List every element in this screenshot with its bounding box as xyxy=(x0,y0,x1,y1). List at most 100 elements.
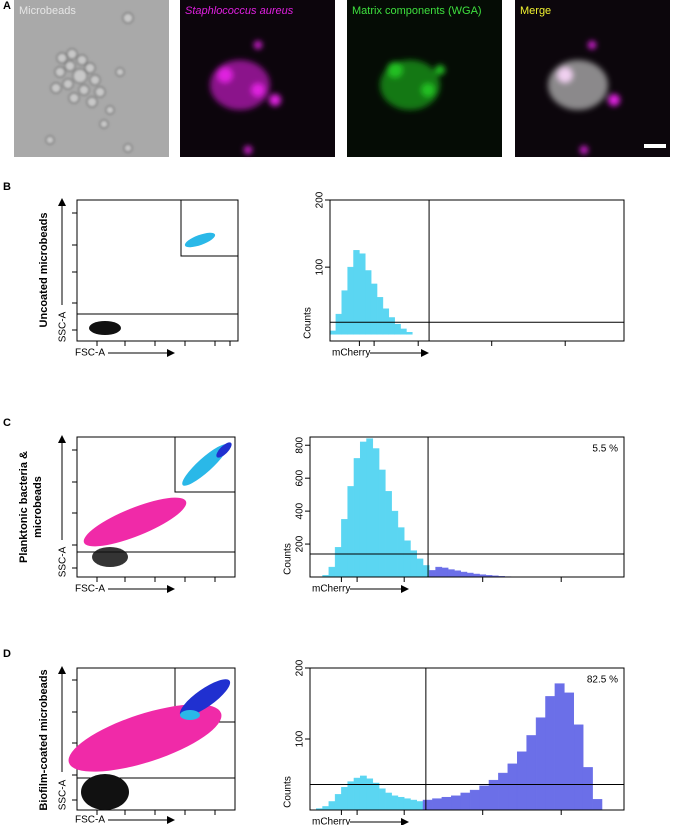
histogram-bar xyxy=(498,772,509,811)
histogram-bar xyxy=(378,788,386,811)
histogram-bar xyxy=(394,323,401,335)
histogram-bar xyxy=(435,566,443,578)
plot-frame xyxy=(329,199,625,342)
histogram-bar xyxy=(329,330,337,335)
y-tick-label: 200 xyxy=(295,659,306,676)
histogram-bar xyxy=(507,763,518,811)
histogram-bar xyxy=(365,270,372,335)
histogram-bar xyxy=(376,297,384,335)
y-tick-label: 400 xyxy=(295,502,306,519)
x-axis-label: mCherry xyxy=(312,817,350,825)
histogram-bar xyxy=(391,510,399,578)
panel-label: B xyxy=(3,181,11,193)
panel-label: A xyxy=(3,0,11,12)
histogram-bar xyxy=(347,781,355,811)
histogram-bar xyxy=(429,570,436,578)
scatter-plot xyxy=(58,666,236,824)
histogram-bar xyxy=(410,799,418,811)
histogram-bar xyxy=(564,692,575,811)
histogram-bar xyxy=(347,486,355,578)
histogram-bar xyxy=(335,313,343,335)
histogram-bar xyxy=(441,796,452,811)
histogram-bar xyxy=(366,778,374,811)
axis-label: SSC-A xyxy=(58,311,69,342)
row-label: microbeads xyxy=(32,476,44,538)
histogram-bar xyxy=(410,550,418,578)
histogram-bar xyxy=(516,751,527,811)
y-axis-label: Counts xyxy=(283,776,294,808)
histogram-bar xyxy=(406,332,413,335)
panel-label: C xyxy=(3,417,11,429)
histogram-bar xyxy=(403,540,411,578)
scatter-plot xyxy=(58,435,236,593)
annotation: 82.5 % xyxy=(587,675,618,686)
histogram-bar xyxy=(466,572,474,578)
histogram-bar xyxy=(378,469,386,578)
histogram-bar xyxy=(341,787,348,811)
histogram-bar xyxy=(416,801,424,811)
histogram-bar xyxy=(451,795,461,811)
histogram-bar xyxy=(370,283,378,335)
y-tick-label: 200 xyxy=(295,535,306,552)
microscopy-image xyxy=(14,0,670,157)
scatter-plot xyxy=(58,198,239,357)
axis-label: SSC-A xyxy=(58,779,69,810)
histogram-bar xyxy=(385,491,392,578)
row-label: Biofilm-coated microbeads xyxy=(38,669,50,810)
histogram-bar xyxy=(385,792,392,811)
histogram-bar xyxy=(397,527,405,578)
image-label: Microbeads xyxy=(19,5,76,17)
axis-label: FSC-A xyxy=(75,348,105,359)
histogram-bar xyxy=(322,806,330,811)
image-label: Staphlococcus aureus xyxy=(185,5,294,17)
y-tick-label: 200 xyxy=(315,191,326,208)
histogram-bar xyxy=(416,558,424,578)
histogram-bar xyxy=(353,777,361,811)
x-axis-label: mCherry xyxy=(312,584,350,595)
plot-frame xyxy=(309,436,625,578)
histogram-bar xyxy=(460,792,471,811)
histogram-bar xyxy=(447,569,455,578)
histogram-bar xyxy=(526,735,537,811)
y-tick-label: 600 xyxy=(295,469,306,486)
histogram-bar xyxy=(454,570,461,578)
histogram-bar xyxy=(347,266,354,335)
histogram-bar xyxy=(592,799,603,811)
histogram-bar xyxy=(382,308,390,335)
histogram-bar xyxy=(573,724,584,811)
image-label: Merge xyxy=(520,5,551,17)
x-axis-label: mCherry xyxy=(332,348,370,359)
histogram-bar xyxy=(554,683,565,811)
axis-label: SSC-A xyxy=(58,546,69,577)
histogram-bar xyxy=(334,547,342,578)
histogram-bar xyxy=(391,795,399,811)
histogram-bar xyxy=(535,717,546,811)
histogram-bar xyxy=(397,796,405,811)
axis-label: FSC-A xyxy=(75,584,105,595)
y-tick-label: 100 xyxy=(295,730,306,747)
histogram-bar xyxy=(422,799,433,811)
histogram-bar xyxy=(388,317,395,335)
histogram-bar xyxy=(353,458,361,578)
histogram-bar xyxy=(372,448,380,578)
annotation: 5.5 % xyxy=(592,444,618,455)
histogram-bar xyxy=(582,767,593,811)
axis-label: FSC-A xyxy=(75,815,105,825)
histogram-bar xyxy=(432,798,443,811)
panel-label: D xyxy=(3,648,11,660)
y-tick-label: 800 xyxy=(295,436,306,453)
row-label: Uncoated microbeads xyxy=(38,213,50,328)
histogram-bar xyxy=(400,328,407,335)
histogram-bar xyxy=(328,801,336,811)
y-axis-label: Counts xyxy=(283,543,294,575)
histogram-bar xyxy=(469,789,480,811)
histogram-bar xyxy=(403,798,411,811)
histogram-bar xyxy=(460,571,468,578)
histogram-bar xyxy=(353,250,360,335)
histogram-bar xyxy=(545,696,556,811)
row-label: Planktonic bacteria & xyxy=(18,451,30,563)
histogram-bar xyxy=(334,794,342,811)
histogram-bar xyxy=(341,290,348,335)
histogram-bar xyxy=(366,438,374,578)
